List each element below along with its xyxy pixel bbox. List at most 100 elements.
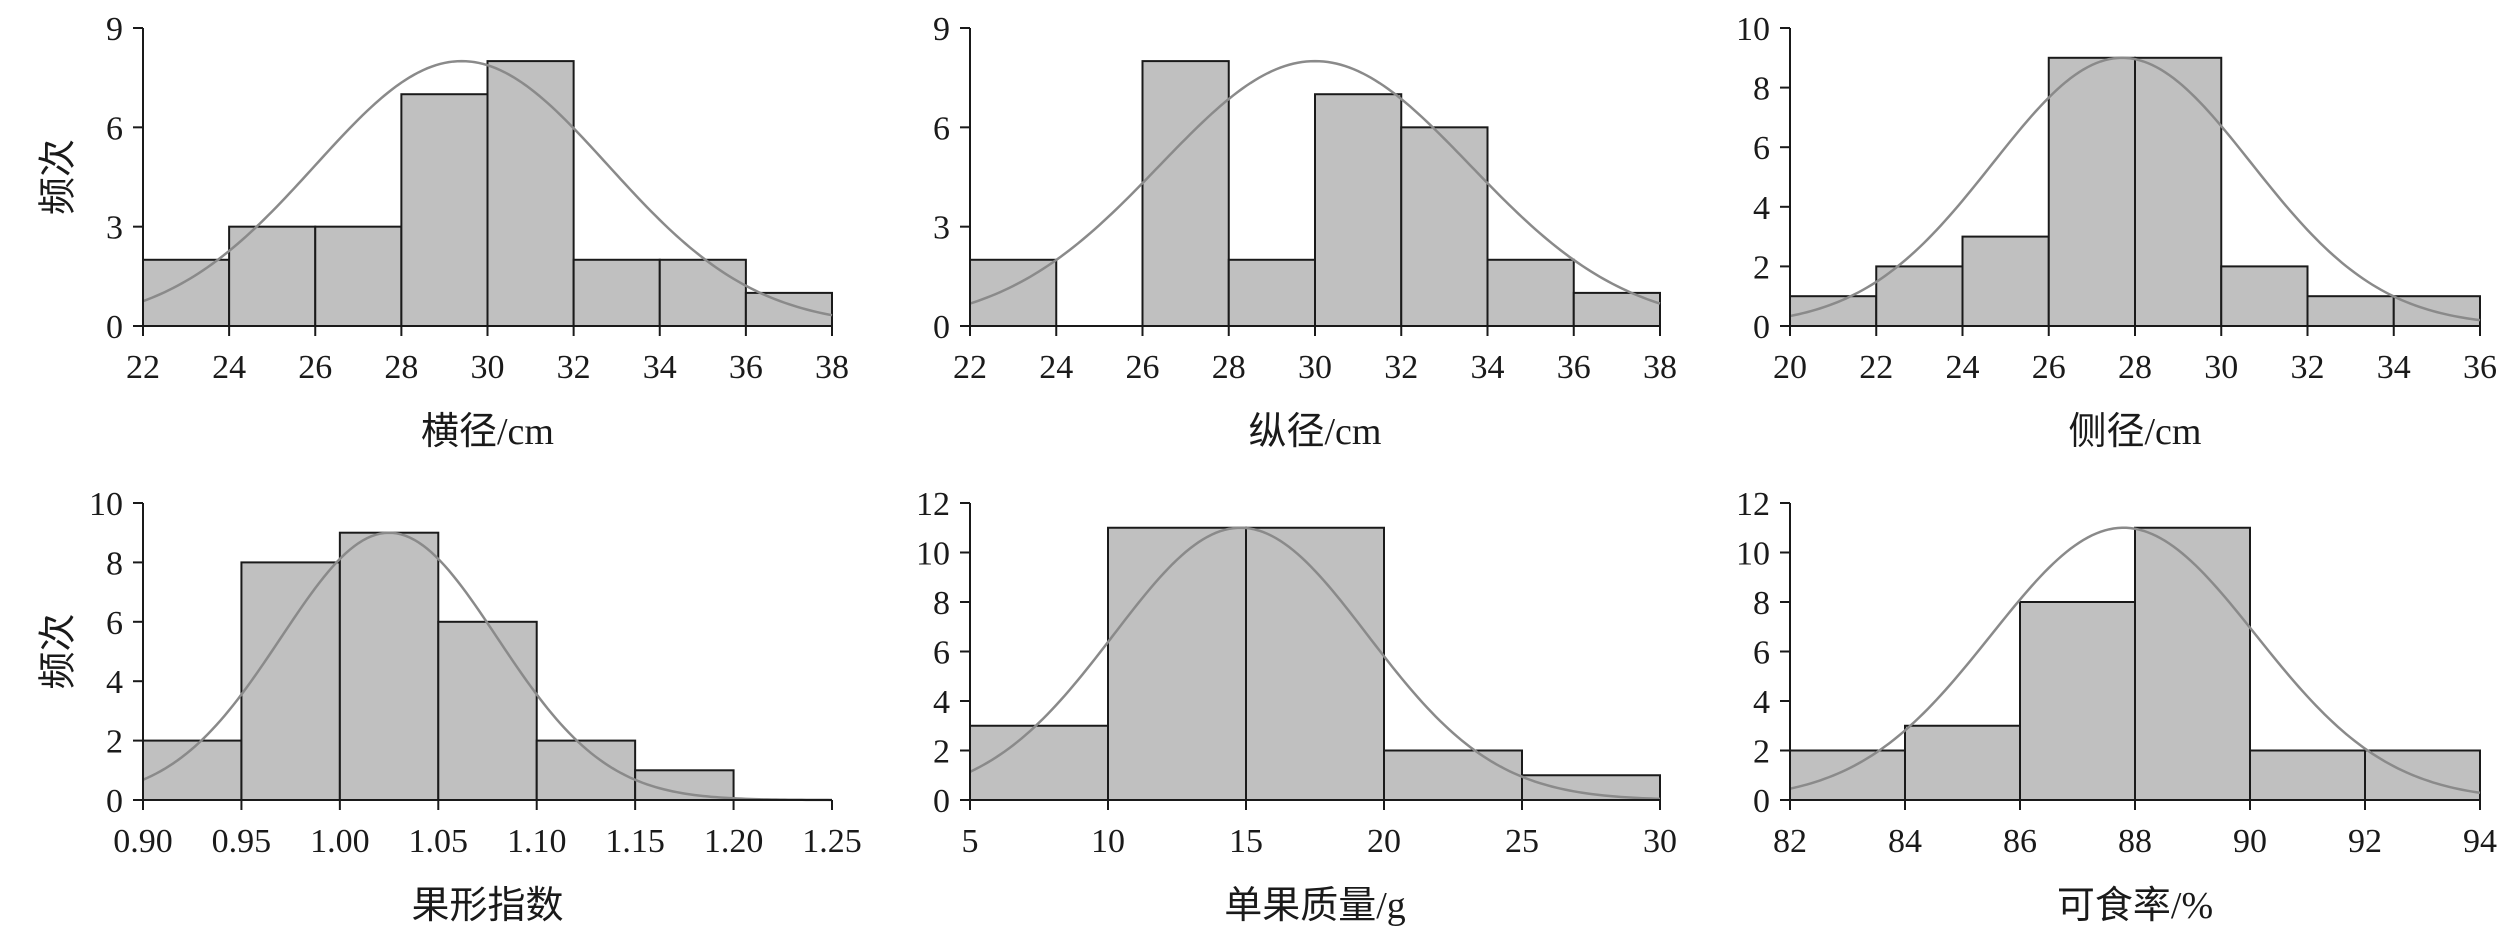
x-tick-label: 1.15: [605, 823, 665, 860]
y-tick-label: 6: [1753, 635, 1770, 672]
x-tick-label: 22: [1859, 349, 1893, 386]
y-tick-label: 10: [1736, 11, 1770, 48]
x-tick-label: 36: [2463, 349, 2497, 386]
x-tick-label: 30: [1298, 349, 1332, 386]
x-tick-label: 36: [729, 349, 763, 386]
histogram-bar: [969, 724, 1109, 801]
histogram-bar: [1400, 126, 1489, 328]
y-tick-label: 4: [1753, 190, 1770, 227]
x-tick-label: 30: [2204, 349, 2238, 386]
y-tick-label: 0: [106, 309, 123, 346]
histogram-bar: [400, 93, 489, 327]
x-tick-label: 28: [2118, 349, 2152, 386]
normal-curve: [1789, 526, 2481, 795]
y-tick-label: 0: [1753, 783, 1770, 820]
histogram-bar: [314, 225, 403, 328]
histogram-bar: [437, 620, 538, 801]
x-tick-label: 0.95: [212, 823, 272, 860]
histogram-bar: [1245, 526, 1385, 801]
x-tick-label: 30: [1643, 823, 1677, 860]
histogram-bar: [2019, 601, 2136, 801]
histogram-bar: [1521, 774, 1661, 801]
histogram-bar: [2047, 56, 2136, 328]
histogram-bar: [1141, 60, 1230, 327]
x-tick-label: 28: [384, 349, 418, 386]
x-tick-label: 25: [1505, 823, 1539, 860]
histogram-bar: [2249, 749, 2366, 801]
y-tick-label: 6: [933, 635, 950, 672]
x-tick-label: 32: [557, 349, 591, 386]
y-tick-label: 3: [106, 210, 123, 247]
y-tick-label: 10: [916, 536, 950, 573]
histogram-bar: [142, 739, 243, 801]
x-tick-label: 90: [2233, 823, 2267, 860]
x-tick-label: 20: [1367, 823, 1401, 860]
x-axis-title: 纵径/cm: [1249, 411, 1382, 453]
x-tick-label: 30: [471, 349, 505, 386]
y-tick-label: 2: [106, 724, 123, 761]
histogram-bar: [1107, 526, 1247, 801]
x-tick-label: 0.90: [113, 823, 173, 860]
x-tick-label: 24: [1039, 349, 1073, 386]
x-tick-label: 10: [1091, 823, 1125, 860]
histogram-bar: [1904, 724, 2021, 801]
x-tick-label: 24: [212, 349, 246, 386]
y-tick-label: 8: [106, 545, 123, 582]
y-tick-label: 2: [1753, 249, 1770, 286]
histogram-bar: [658, 258, 747, 327]
y-tick-label: 0: [933, 309, 950, 346]
histogram-bar: [1961, 235, 2050, 328]
histogram-bar: [338, 531, 440, 801]
x-tick-label: 34: [1471, 349, 1505, 386]
x-tick-label: 15: [1229, 823, 1263, 860]
y-tick-label: 8: [1753, 585, 1770, 622]
histogram-bar: [1227, 258, 1316, 327]
histogram-bar: [1486, 258, 1575, 327]
histogram-bar: [2220, 265, 2309, 327]
x-tick-label: 1.00: [310, 823, 370, 860]
x-tick-label: 1.20: [704, 823, 764, 860]
y-tick-label: 2: [1753, 734, 1770, 771]
y-tick-label: 9: [106, 11, 123, 48]
y-tick-label: 6: [106, 110, 123, 147]
x-axis-title: 侧径/cm: [2069, 411, 2202, 453]
x-tick-label: 82: [1773, 823, 1807, 860]
y-tick-label: 10: [89, 486, 123, 523]
histogram-bar: [240, 561, 341, 802]
x-tick-label: 26: [2032, 349, 2066, 386]
x-tick-label: 24: [1946, 349, 1980, 386]
x-axis-title: 可食率/%: [2057, 885, 2213, 926]
histogram-bar: [2306, 295, 2395, 328]
y-tick-label: 0: [106, 783, 123, 820]
histogram-bar: [2364, 749, 2481, 801]
histogram-panel-5: 5 10 15 20 25 30 0 2 4 6 8 10 12 单果质量/g: [916, 486, 1677, 926]
x-tick-label: 5: [962, 823, 979, 860]
normal-curve: [969, 526, 1661, 801]
x-tick-label: 92: [2348, 823, 2382, 860]
histogram-bar: [572, 258, 661, 327]
histogram-bar: [1789, 295, 1878, 328]
histogram-bar: [486, 60, 575, 327]
y-tick-label: 9: [933, 11, 950, 48]
y-tick-label: 0: [1753, 309, 1770, 346]
x-tick-label: 1.10: [507, 823, 567, 860]
y-tick-label: 8: [933, 585, 950, 622]
x-tick-label: 26: [1126, 349, 1160, 386]
y-tick-label: 2: [933, 734, 950, 771]
x-tick-label: 22: [953, 349, 987, 386]
x-axis-title: 横径/cm: [421, 411, 554, 453]
x-tick-label: 28: [1212, 349, 1246, 386]
x-tick-label: 32: [1384, 349, 1418, 386]
histogram-bar: [2134, 526, 2251, 801]
x-tick-label: 84: [1888, 823, 1922, 860]
y-tick-label: 10: [1736, 536, 1770, 573]
y-tick-label: 6: [933, 110, 950, 147]
y-axis-title: 频次: [38, 139, 80, 215]
x-tick-label: 34: [2377, 349, 2411, 386]
x-tick-label: 94: [2463, 823, 2497, 860]
x-tick-label: 26: [298, 349, 332, 386]
y-tick-label: 12: [1736, 486, 1770, 523]
